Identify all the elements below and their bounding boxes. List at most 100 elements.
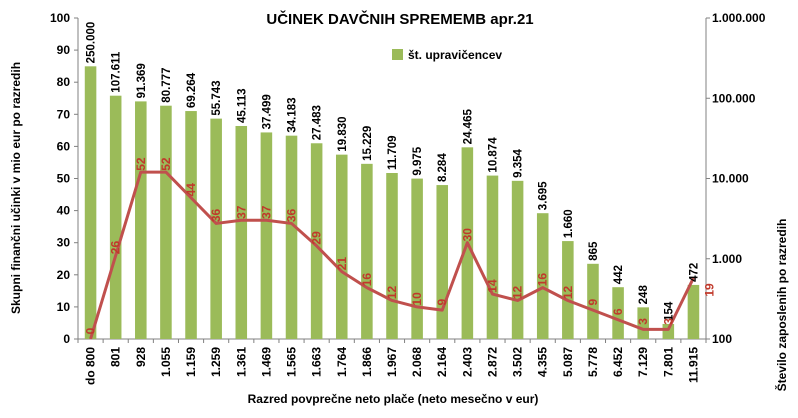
bar — [260, 132, 273, 339]
x-tick-label: 5.087 — [561, 347, 575, 377]
line-data-label: 52 — [134, 157, 148, 171]
bar-data-label: 80.777 — [161, 68, 173, 103]
line-data-label: 0 — [84, 327, 98, 334]
bar — [637, 307, 649, 339]
x-tick-label: 11.915 — [686, 347, 700, 383]
bar — [612, 287, 624, 339]
x-tick-label: 2.164 — [435, 347, 449, 377]
line-data-label: 26 — [109, 241, 123, 255]
bar-data-label: 45.113 — [236, 88, 248, 123]
legend: št. upravičencev — [392, 48, 502, 62]
bar-data-label: 15.229 — [362, 126, 374, 161]
x-tick-label: 1.764 — [335, 347, 349, 377]
bar-data-label: 34.183 — [287, 97, 299, 132]
bar-data-label: 24.465 — [462, 109, 474, 145]
x-tick-label: 801 — [109, 347, 123, 367]
line-data-label: 37 — [259, 205, 273, 219]
line-data-label: 3 — [636, 318, 650, 325]
x-tick-label: 2.068 — [410, 347, 424, 377]
line-data-label: 37 — [234, 205, 248, 219]
line-data-label: 6 — [611, 308, 625, 315]
bar — [562, 241, 574, 339]
y-tick-label: 100 — [50, 11, 70, 25]
line-data-label: 36 — [285, 208, 299, 222]
y2-axis-title: Število zaposlenih po razredih — [774, 219, 789, 392]
line-data-label: 16 — [536, 273, 550, 287]
bar-data-label: 37.499 — [261, 94, 273, 129]
y-tick-label: 0 — [63, 332, 70, 346]
x-tick-label: 928 — [134, 347, 148, 367]
bar — [436, 185, 449, 339]
line-data-label: 19 — [702, 283, 716, 297]
x-tick-label: 7.801 — [661, 347, 675, 377]
x-tick-label: 4.355 — [536, 347, 550, 377]
bar-data-label: 865 — [588, 241, 600, 261]
x-tick-label: 1.055 — [159, 347, 173, 377]
line-layer — [89, 170, 695, 340]
bar — [109, 95, 122, 339]
legend-label-upravicenci: št. upravičencev — [408, 48, 502, 62]
bar — [135, 101, 147, 339]
bar-data-label: 107.611 — [111, 51, 123, 93]
y-tick-label: 70 — [57, 107, 71, 121]
bar-data-label: 154 — [663, 301, 675, 321]
x-tick-label: 2.403 — [460, 347, 474, 377]
y2-tick-label: 10.000 — [712, 172, 749, 186]
y2-tick-label: 1.000.000 — [712, 11, 766, 25]
line-data-label: 29 — [310, 231, 324, 245]
bar-data-label: 10.874 — [487, 137, 499, 173]
x-tick-label: 1.866 — [360, 347, 374, 377]
line-data-label: 52 — [159, 157, 173, 171]
line-data-label: 9 — [586, 298, 600, 305]
y-tick-label: 10 — [57, 300, 71, 314]
line-data-label: 10 — [410, 292, 424, 306]
bar — [361, 163, 373, 339]
y2-tick-label: 1.000 — [712, 252, 742, 266]
bar — [84, 66, 97, 340]
line-data-label: 36 — [209, 208, 223, 222]
y-tick-label: 50 — [57, 172, 71, 186]
bar-data-label: 248 — [638, 285, 650, 305]
y-tick-label: 60 — [57, 139, 71, 153]
legend-swatch-upravicenci — [392, 49, 403, 60]
bar-data-label: 55.743 — [211, 80, 223, 115]
y-axis-title: Skupni finančni učinki v mio eur po razr… — [9, 62, 23, 314]
x-tick-label: 5.778 — [586, 347, 600, 377]
x-tick-label: 1.663 — [310, 347, 324, 377]
bar — [536, 213, 549, 339]
line-data-label: 44 — [184, 183, 198, 197]
x-tick-label: 1.469 — [259, 347, 273, 377]
bar-data-label: 9.975 — [412, 146, 424, 175]
x-tick-label: 7.129 — [636, 347, 650, 377]
bar — [587, 263, 599, 339]
x-axis-title: Razred povprečne neto plače (neto mesečn… — [248, 392, 539, 406]
bar — [235, 125, 248, 340]
line-data-label: 9 — [435, 298, 449, 305]
x-tick-label: 1.967 — [385, 347, 399, 377]
bar — [687, 284, 700, 339]
line-data-label: 14 — [485, 279, 499, 293]
line-data-label: 30 — [460, 228, 474, 242]
axes-layer: 01020304050607080901001001.00010.000100.… — [50, 11, 766, 385]
labels-layer: 250.000 107.611 91.369 80.777 69.264 55.743 45… — [84, 22, 717, 335]
line-data-label: 21 — [335, 257, 349, 271]
y2-tick-label: 100.000 — [712, 91, 756, 105]
line-data-label: 12 — [511, 285, 525, 299]
bar-data-label: 3.695 — [538, 181, 550, 210]
bar — [335, 154, 348, 339]
y-tick-label: 90 — [57, 43, 71, 57]
x-tick-label: 1.259 — [209, 347, 223, 377]
bar-data-label: 442 — [613, 265, 625, 284]
bar — [411, 178, 423, 339]
bar — [662, 323, 675, 339]
x-tick-label: 3.502 — [511, 347, 525, 377]
y-tick-label: 30 — [57, 236, 71, 250]
bar — [160, 105, 172, 340]
bar — [210, 118, 222, 339]
y-tick-label: 20 — [57, 268, 71, 282]
bar-data-label: 69.264 — [186, 72, 198, 108]
line-data-label: 12 — [561, 285, 575, 299]
bar-data-label: 91.369 — [136, 63, 148, 98]
bar — [486, 175, 499, 339]
